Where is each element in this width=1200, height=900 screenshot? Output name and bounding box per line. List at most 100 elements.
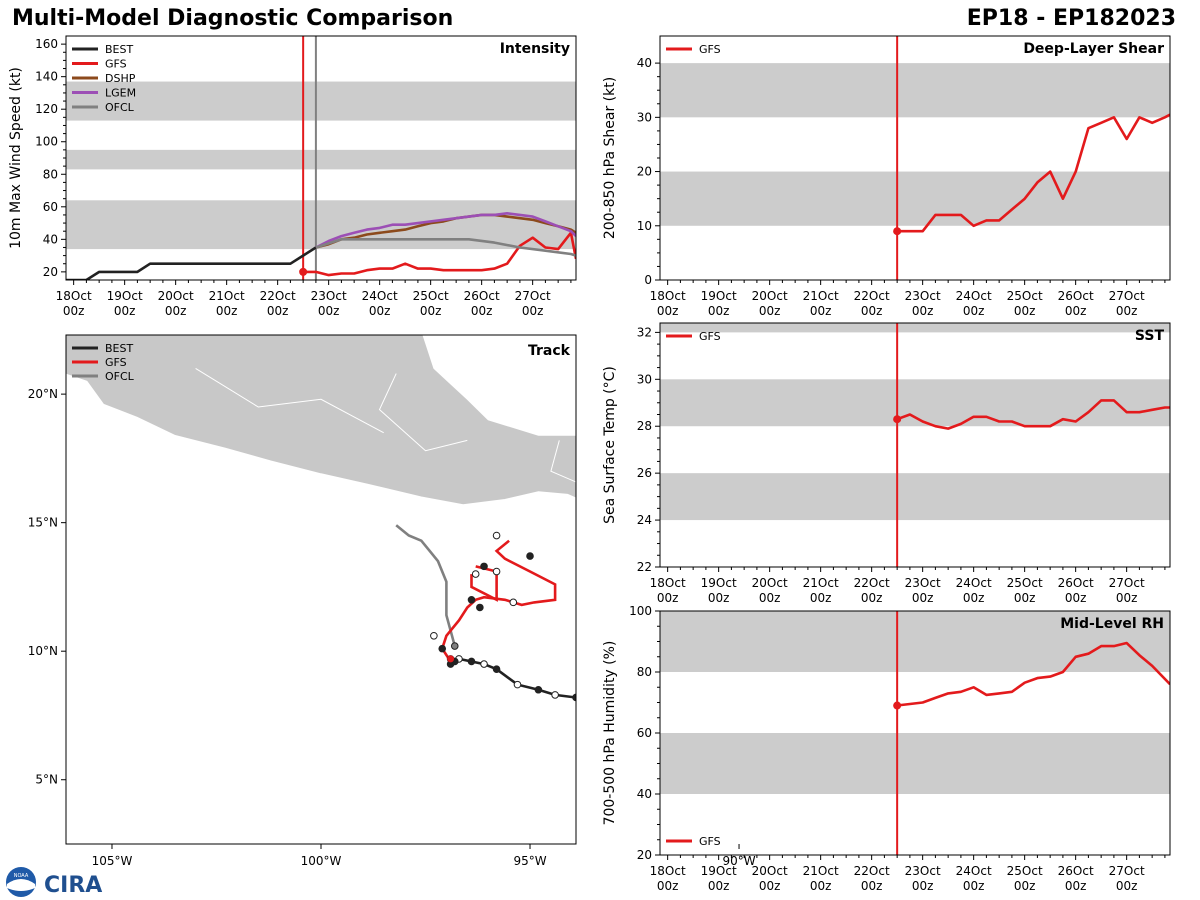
- rh-marker-0: [893, 701, 902, 710]
- intensity-xtick-label-top: 18Oct: [56, 289, 92, 303]
- sst-xtick-label-top: 20Oct: [752, 576, 788, 590]
- intensity-legend-label-ofcl: OFCL: [105, 101, 135, 114]
- shear-marker-0: [893, 227, 902, 236]
- shear-xtick-label-bottom: 00z: [810, 304, 832, 318]
- intensity-xtick-label-bottom: 00z: [114, 304, 136, 318]
- sst-xtick-label-bottom: 00z: [708, 591, 730, 605]
- noaa-cira-logo: NOAA CIRA: [6, 867, 102, 898]
- shear-ytick-label: 10: [637, 219, 652, 233]
- track-series-gfs: [440, 539, 557, 663]
- sst-xtick-label-bottom: 00z: [912, 591, 934, 605]
- sst-series-gfs: [896, 399, 1170, 430]
- intensity-xtick-label-bottom: 00z: [522, 304, 544, 318]
- rh-ytick-label: 100: [629, 604, 652, 618]
- track-legend-label-gfs: GFS: [105, 356, 127, 369]
- track-series-best: [449, 657, 576, 699]
- intensity-xtick-label-top: 27Oct: [515, 289, 551, 303]
- intensity-chart: 2040608010012014016018Oct00z19Oct00z20Oc…: [8, 35, 577, 318]
- shear-xtick-label-top: 27Oct: [1109, 289, 1145, 303]
- shear-xtick-label-top: 23Oct: [905, 289, 941, 303]
- shear-plot-area: [660, 36, 1170, 280]
- intensity-xtick-label-top: 24Oct: [362, 289, 398, 303]
- intensity-series-ofcl: [315, 238, 576, 257]
- track-ytick-label: 5°N: [35, 773, 58, 787]
- intensity-xtick-label-bottom: 00z: [369, 304, 391, 318]
- track-best-marker: [572, 693, 576, 702]
- sst-ytick-label: 24: [637, 513, 652, 527]
- track-ofcl-marker: [450, 642, 459, 650]
- intensity-legend-label-gfs: GFS: [105, 58, 127, 71]
- shear-xtick-label-bottom: 00z: [1065, 304, 1087, 318]
- rh-xtick-label-bottom: 00z: [1014, 879, 1036, 893]
- shear-title: Deep-Layer Shear: [1023, 41, 1164, 57]
- shear-xtick-label-top: 26Oct: [1058, 289, 1094, 303]
- sst-legend-label-gfs: GFS: [699, 330, 721, 343]
- track-best-marker: [513, 680, 522, 689]
- sst-band-0: [660, 473, 1170, 521]
- rh-xtick-label-bottom: 00z: [1116, 879, 1138, 893]
- track-series-ofcl: [395, 524, 457, 647]
- track-chart: 105°W 100°W 95°W 90°W 5°N 10°N 15°N 20°N Track BE…: [28, 334, 756, 868]
- intensity-ytick-label: 20: [43, 265, 58, 279]
- track-xtick-label: 95°W: [513, 854, 546, 868]
- rh-xtick-label-bottom: 00z: [810, 879, 832, 893]
- sst-frame: [659, 322, 1171, 568]
- track-gfs-marker: [492, 567, 501, 576]
- sst-xtick-label-top: 25Oct: [1007, 576, 1043, 590]
- sst-ytick-label: 32: [637, 325, 652, 339]
- rh-ytick-label: 80: [637, 665, 652, 679]
- sst-plot-area: [660, 323, 1170, 567]
- intensity-xtick-label-top: 19Oct: [107, 289, 143, 303]
- rh-xtick-label-bottom: 00z: [963, 879, 985, 893]
- shear-xtick-label-top: 22Oct: [854, 289, 890, 303]
- shear-xtick-label-bottom: 00z: [861, 304, 883, 318]
- track-title: Track: [528, 343, 571, 359]
- intensity-plot-area: [66, 36, 576, 280]
- rh-xtick-label-bottom: 00z: [657, 879, 679, 893]
- intensity-legend-label-lgem: LGEM: [105, 87, 136, 100]
- track-best-marker: [534, 685, 543, 694]
- intensity-ytick-label: 60: [43, 200, 58, 214]
- intensity-band-2: [66, 81, 576, 121]
- shear-xtick-label-top: 25Oct: [1007, 289, 1043, 303]
- shear-ytick-label: 30: [637, 110, 652, 124]
- track-gfs-marker: [467, 595, 476, 604]
- rh-chart: 2040608010018Oct00z19Oct00z20Oct00z21Oct…: [602, 604, 1171, 893]
- track-best-marker: [467, 657, 476, 666]
- sst-xtick-label-top: 24Oct: [956, 576, 992, 590]
- intensity-ytick-label: 100: [35, 135, 58, 149]
- track-gfs-marker: [526, 552, 534, 560]
- intensity-xtick-label-bottom: 00z: [216, 304, 238, 318]
- intensity-xtick-label-top: 20Oct: [158, 289, 194, 303]
- shear-xtick-label-top: 18Oct: [650, 289, 686, 303]
- track-ytick-label: 15°N: [28, 516, 58, 530]
- intensity-band-0: [66, 200, 576, 250]
- sst-xtick-label-top: 18Oct: [650, 576, 686, 590]
- rh-xtick-label-top: 21Oct: [803, 864, 839, 878]
- shear-xtick-label-bottom: 00z: [1014, 304, 1036, 318]
- sst-marker-0: [893, 415, 902, 424]
- track-gfs-marker: [492, 531, 501, 540]
- sst-xtick-label-bottom: 00z: [1065, 591, 1087, 605]
- sst-xtick-label-top: 22Oct: [854, 576, 890, 590]
- intensity-series-gfs: [303, 231, 576, 277]
- track-plot-area: [66, 335, 576, 702]
- track-xtick-label: 100°W: [301, 854, 342, 868]
- intensity-ytick-label: 140: [35, 70, 58, 84]
- track-gfs-marker: [438, 644, 447, 653]
- shear-xtick-label-top: 24Oct: [956, 289, 992, 303]
- track-best-marker: [551, 691, 559, 699]
- track-ytick-label: 10°N: [28, 644, 58, 658]
- shear-xtick-label-top: 21Oct: [803, 289, 839, 303]
- noaa-logo-text: NOAA: [14, 873, 29, 879]
- cira-logo-text: CIRA: [44, 873, 102, 898]
- track-best-marker: [480, 660, 488, 668]
- intensity-xtick-label-top: 23Oct: [311, 289, 347, 303]
- sst-xtick-label-top: 23Oct: [905, 576, 941, 590]
- intensity-xtick-label-bottom: 00z: [471, 304, 493, 318]
- shear-band-1: [660, 63, 1170, 118]
- rh-xtick-label-top: 19Oct: [701, 864, 737, 878]
- rh-xtick-label-bottom: 00z: [759, 879, 781, 893]
- sst-xtick-label-top: 19Oct: [701, 576, 737, 590]
